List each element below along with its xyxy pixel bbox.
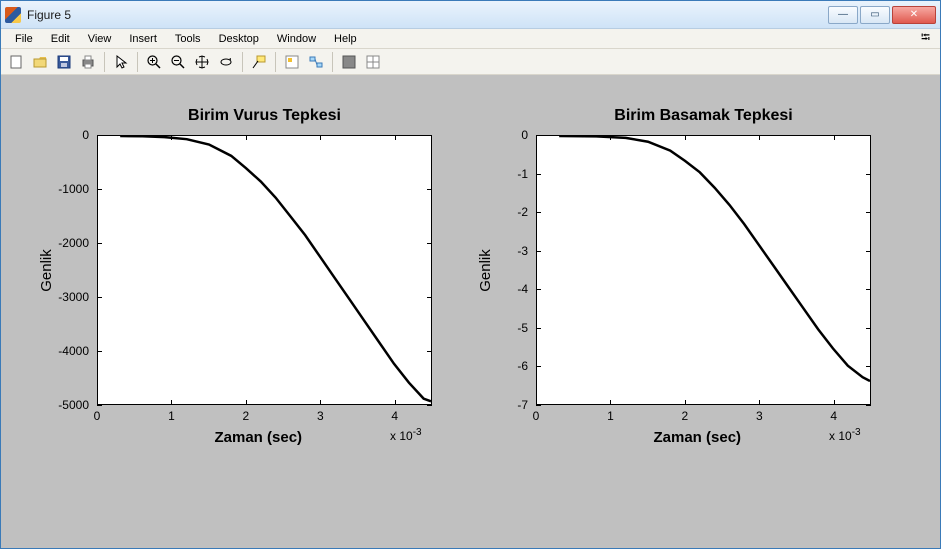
xlabel-0: Zaman (sec) xyxy=(215,429,303,446)
xtick-label: 0 xyxy=(533,409,540,423)
xtick-label: 2 xyxy=(682,409,689,423)
rotate-icon[interactable] xyxy=(215,51,237,73)
xtick-label: 1 xyxy=(168,409,175,423)
ylabel-0: Genlik xyxy=(38,249,55,292)
ytick-label: -5000 xyxy=(39,398,89,412)
data-cursor-icon[interactable] xyxy=(248,51,270,73)
menu-help[interactable]: Help xyxy=(326,31,365,47)
menu-insert[interactable]: Insert xyxy=(121,31,165,47)
open-icon[interactable] xyxy=(29,51,51,73)
ytick-label: -5 xyxy=(478,321,528,335)
ytick-label: -3000 xyxy=(39,290,89,304)
matlab-icon xyxy=(5,7,21,23)
ytick-label: 0 xyxy=(478,128,528,142)
dock-icon[interactable]: ⭾ xyxy=(921,28,934,49)
minimize-button[interactable]: — xyxy=(828,6,858,24)
xtick-label: 3 xyxy=(317,409,324,423)
axes-1[interactable] xyxy=(536,135,871,405)
save-icon[interactable] xyxy=(53,51,75,73)
ytick-label: 0 xyxy=(39,128,89,142)
xtick-label: 1 xyxy=(607,409,614,423)
menu-window[interactable]: Window xyxy=(269,31,324,47)
legend-icon[interactable] xyxy=(362,51,384,73)
ytick-label: -2 xyxy=(478,205,528,219)
titlebar[interactable]: Figure 5 — ▭ ✕ xyxy=(1,1,940,29)
xtick-label: 4 xyxy=(830,409,837,423)
window-title: Figure 5 xyxy=(27,8,828,22)
colorbar-icon[interactable] xyxy=(338,51,360,73)
ytick-label: -7 xyxy=(478,398,528,412)
pointer-icon[interactable] xyxy=(110,51,132,73)
xtick-label: 3 xyxy=(756,409,763,423)
maximize-button[interactable]: ▭ xyxy=(860,6,890,24)
menu-file[interactable]: File xyxy=(7,31,41,47)
pan-icon[interactable] xyxy=(191,51,213,73)
menubar: FileEditViewInsertToolsDesktopWindowHelp… xyxy=(1,29,940,49)
link-icon[interactable] xyxy=(305,51,327,73)
axes-0[interactable] xyxy=(97,135,432,405)
xtick-label: 0 xyxy=(94,409,101,423)
xtick-label: 4 xyxy=(391,409,398,423)
plot-title-1: Birim Basamak Tepkesi xyxy=(506,107,901,125)
close-button[interactable]: ✕ xyxy=(892,6,936,24)
x-exponent-0: x 10-3 xyxy=(390,427,422,443)
new-icon[interactable] xyxy=(5,51,27,73)
brush-icon[interactable] xyxy=(281,51,303,73)
ylabel-1: Genlik xyxy=(477,249,494,292)
figure-window: Figure 5 — ▭ ✕ FileEditViewInsertToolsDe… xyxy=(0,0,941,549)
ytick-label: -6 xyxy=(478,359,528,373)
menu-desktop[interactable]: Desktop xyxy=(211,31,267,47)
zoom-out-icon[interactable] xyxy=(167,51,189,73)
toolbar xyxy=(1,49,940,75)
ytick-label: -1000 xyxy=(39,182,89,196)
zoom-in-icon[interactable] xyxy=(143,51,165,73)
print-icon[interactable] xyxy=(77,51,99,73)
menu-view[interactable]: View xyxy=(80,31,120,47)
menu-edit[interactable]: Edit xyxy=(43,31,78,47)
xtick-label: 2 xyxy=(243,409,250,423)
ytick-label: -1 xyxy=(478,167,528,181)
x-exponent-1: x 10-3 xyxy=(829,427,861,443)
ytick-label: -4000 xyxy=(39,344,89,358)
xlabel-1: Zaman (sec) xyxy=(654,429,742,446)
plot-title-0: Birim Vurus Tepkesi xyxy=(67,107,462,125)
window-buttons: — ▭ ✕ xyxy=(828,6,936,24)
menu-tools[interactable]: Tools xyxy=(167,31,209,47)
figure-canvas: Birim Vurus Tepkesi 0 -1000 -2 0 0 0 -3000 -4000… xyxy=(1,75,940,548)
